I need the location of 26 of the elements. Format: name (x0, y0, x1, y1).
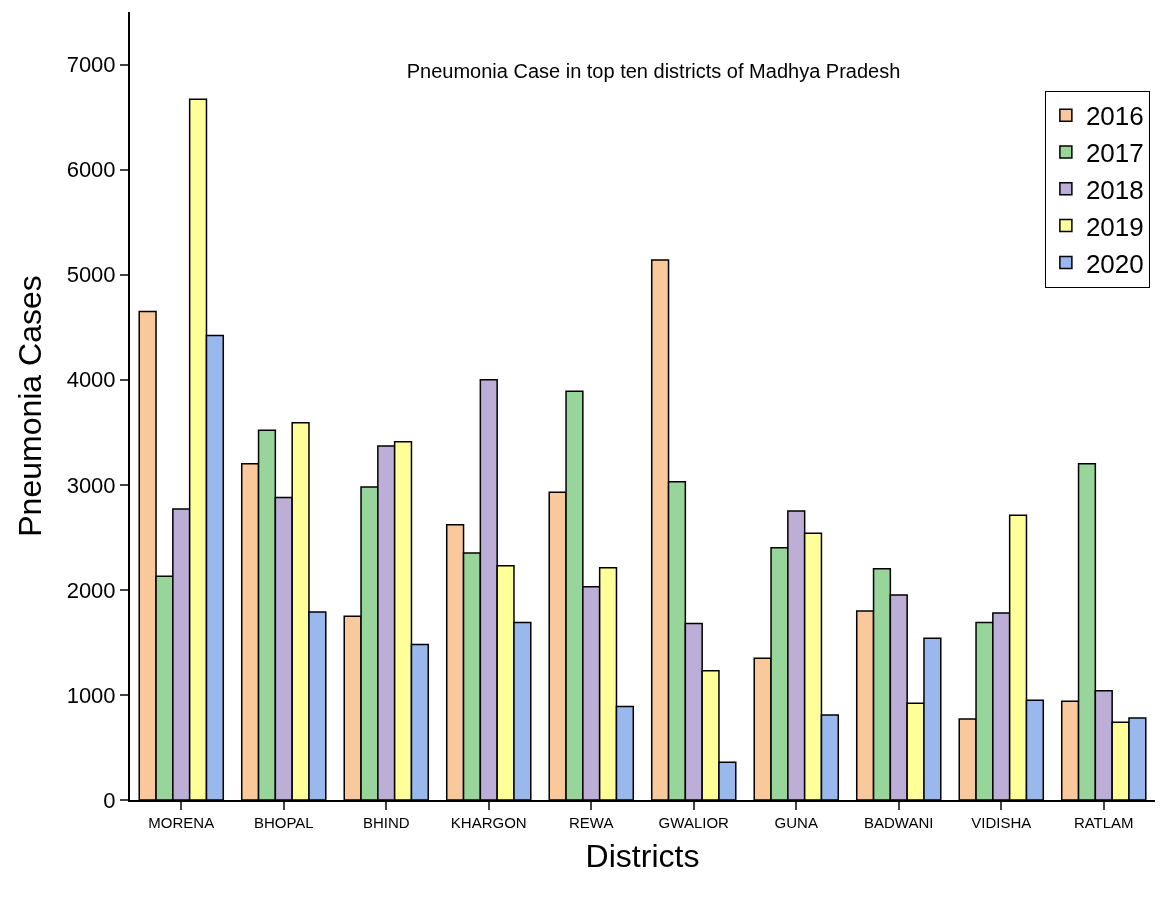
y-tick-label: 2000 (66, 577, 116, 603)
y-tick-label: 3000 (66, 472, 116, 498)
y-tick-label: 4000 (66, 367, 116, 393)
x-tick-label: GWALIOR (658, 814, 730, 831)
x-tick-label: MORENA (148, 814, 215, 831)
x-tick-label: BADWANI (864, 814, 934, 831)
x-tick-label: GUNA (774, 814, 818, 831)
legend-label: 2019 (1085, 211, 1144, 242)
legend-label: 2017 (1085, 138, 1144, 169)
y-tick-label: 6000 (66, 157, 116, 183)
y-tick-label: 0 (103, 787, 116, 813)
y-axis-title: Pneumonia Cases (12, 275, 49, 537)
legend-label: 2016 (1085, 101, 1144, 132)
x-axis-title: Districts (585, 838, 700, 875)
x-tick-label: KHARGON (450, 814, 527, 831)
text: Pneumonia Case in top ten districts of Madhya Pradesh (406, 60, 901, 83)
y-tick-label: 1000 (66, 682, 116, 708)
y-tick-label: 7000 (66, 52, 116, 78)
x-tick-label: BHOPAL (253, 814, 314, 831)
legend-label: 2020 (1085, 248, 1144, 279)
x-tick-label: BHIND (362, 814, 410, 831)
y-tick-label: 5000 (66, 262, 116, 288)
legend-label: 2018 (1085, 174, 1144, 205)
x-tick-label: VIDISHA (971, 814, 1032, 831)
x-tick-label: REWA (569, 814, 614, 831)
x-tick-label: RATLAM (1073, 814, 1134, 831)
